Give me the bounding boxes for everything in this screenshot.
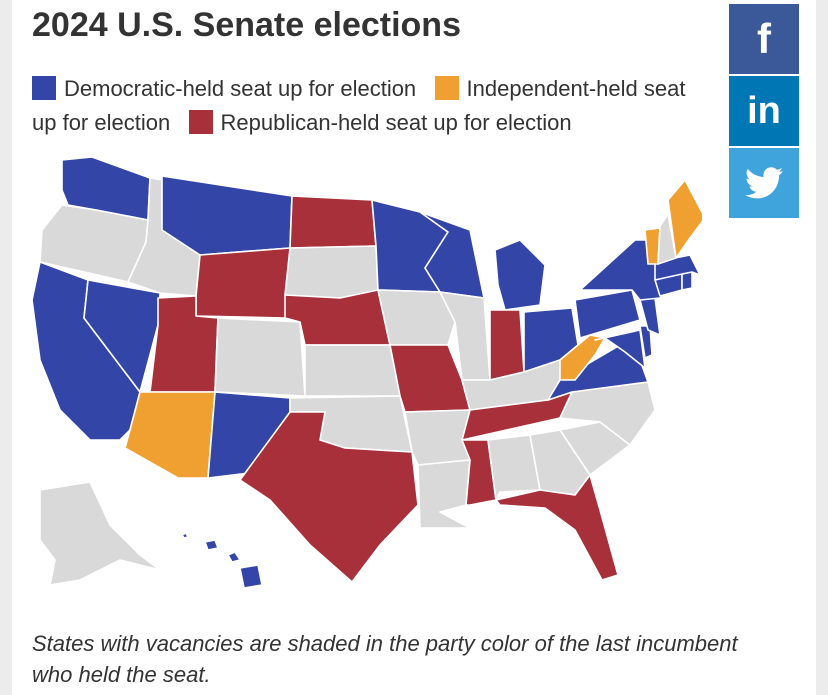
state-ks bbox=[304, 344, 401, 397]
twitter-icon bbox=[745, 167, 783, 199]
legend: Democratic-held seat up for election Ind… bbox=[32, 72, 712, 140]
state-az bbox=[124, 391, 216, 479]
right-edge-strip bbox=[816, 0, 828, 695]
state-wv bbox=[559, 334, 606, 381]
state-co bbox=[214, 317, 306, 397]
state-ia bbox=[377, 289, 456, 346]
us-senate-map bbox=[31, 156, 702, 589]
state-in bbox=[489, 309, 525, 381]
state-md bbox=[594, 329, 646, 369]
legend-item-republican: Republican-held seat up for election bbox=[188, 110, 572, 135]
state-nv bbox=[83, 279, 161, 393]
facebook-share-button[interactable]: f bbox=[729, 4, 799, 74]
state-pa bbox=[574, 289, 641, 339]
state-mo bbox=[389, 344, 471, 413]
state-mi bbox=[494, 239, 546, 311]
state-sd bbox=[284, 245, 379, 299]
twitter-share-button[interactable] bbox=[729, 148, 799, 218]
linkedin-icon: in bbox=[747, 89, 781, 132]
state-la bbox=[417, 459, 471, 529]
state-hi bbox=[181, 532, 263, 589]
legend-label-independent: Independent-held seat up for election bbox=[32, 76, 686, 135]
state-al bbox=[487, 434, 541, 501]
legend-label-democratic: Democratic-held seat up for election bbox=[64, 76, 417, 101]
state-ar bbox=[404, 409, 471, 466]
left-edge-strip bbox=[0, 0, 12, 695]
state-ri bbox=[681, 271, 693, 291]
legend-swatch-republican bbox=[188, 110, 213, 134]
legend-label-republican: Republican-held seat up for election bbox=[220, 110, 572, 135]
legend-swatch-independent bbox=[434, 76, 459, 100]
page-title: 2024 U.S. Senate elections bbox=[32, 6, 461, 44]
state-wy bbox=[195, 247, 291, 319]
state-mt bbox=[161, 175, 293, 256]
state-tx bbox=[239, 411, 419, 583]
legend-item-independent: Independent-held seat up for election bbox=[32, 76, 685, 135]
linkedin-share-button[interactable]: in bbox=[729, 76, 799, 146]
legend-item-democratic: Democratic-held seat up for election bbox=[32, 76, 416, 101]
state-fl bbox=[495, 474, 619, 581]
facebook-icon: f bbox=[757, 15, 771, 62]
state-nd bbox=[289, 195, 377, 249]
map-caption: States with vacancies are shaded in the … bbox=[32, 631, 738, 687]
state-me bbox=[667, 179, 702, 259]
legend-swatch-democratic bbox=[32, 76, 56, 100]
state-ak bbox=[39, 481, 161, 586]
